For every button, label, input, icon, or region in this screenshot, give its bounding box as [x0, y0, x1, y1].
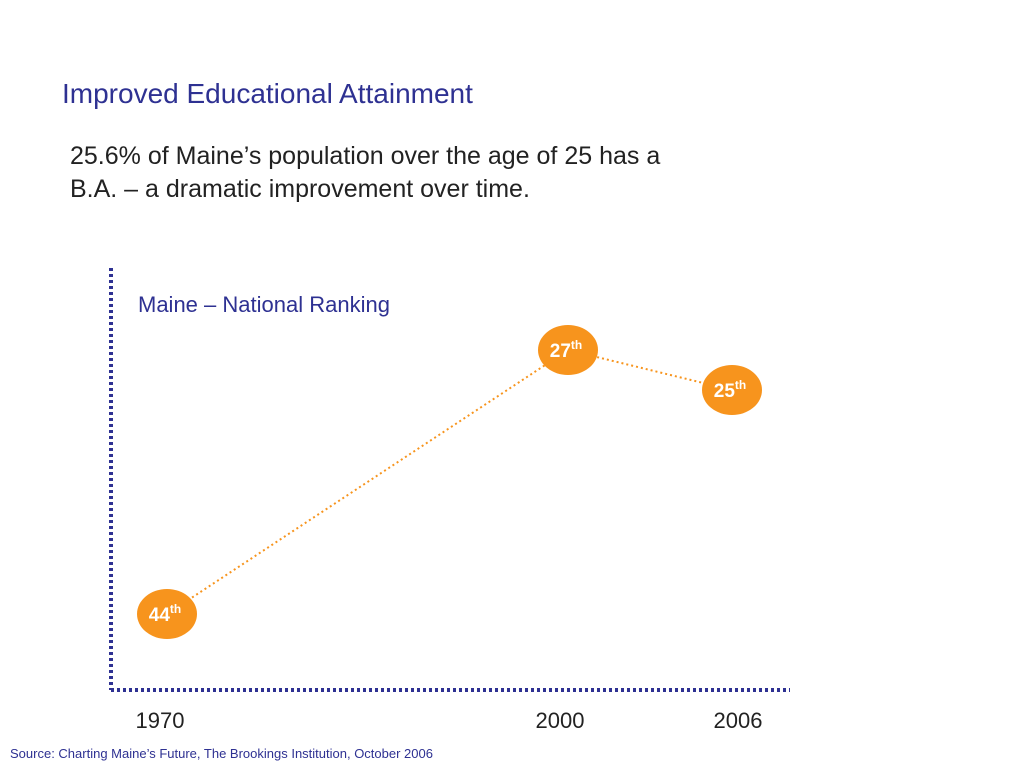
series-points: 44th 27th 25th	[137, 325, 762, 639]
data-point-marker	[137, 589, 197, 639]
data-label-suffix: th	[571, 338, 582, 352]
series-lines	[166, 349, 733, 615]
source-note: Source: Charting Maine’s Future, The Bro…	[10, 746, 433, 761]
data-point-2006: 25th	[702, 365, 762, 415]
data-point-marker	[538, 325, 598, 375]
subtitle-line-2: B.A. – a dramatic improvement over time.	[70, 175, 530, 203]
x-tick-label: 2006	[714, 708, 763, 733]
subtitle: 25.6% of Maine’s population over the age…	[70, 140, 770, 206]
data-point-2000: 27th	[538, 325, 598, 375]
data-label-suffix: th	[735, 378, 746, 392]
data-point-1970: 44th	[137, 589, 197, 639]
page-title: Improved Educational Attainment	[62, 78, 473, 109]
chart-title: Maine – National Ranking	[138, 292, 390, 317]
data-label-suffix: th	[170, 602, 181, 616]
series-segment	[166, 349, 569, 615]
subtitle-line-1: 25.6% of Maine’s population over the age…	[70, 142, 661, 170]
data-point-marker	[702, 365, 762, 415]
x-tick-label: 2000	[536, 708, 585, 733]
x-tick-labels: 1970 2000 2006	[136, 708, 763, 733]
x-tick-label: 1970	[136, 708, 185, 733]
